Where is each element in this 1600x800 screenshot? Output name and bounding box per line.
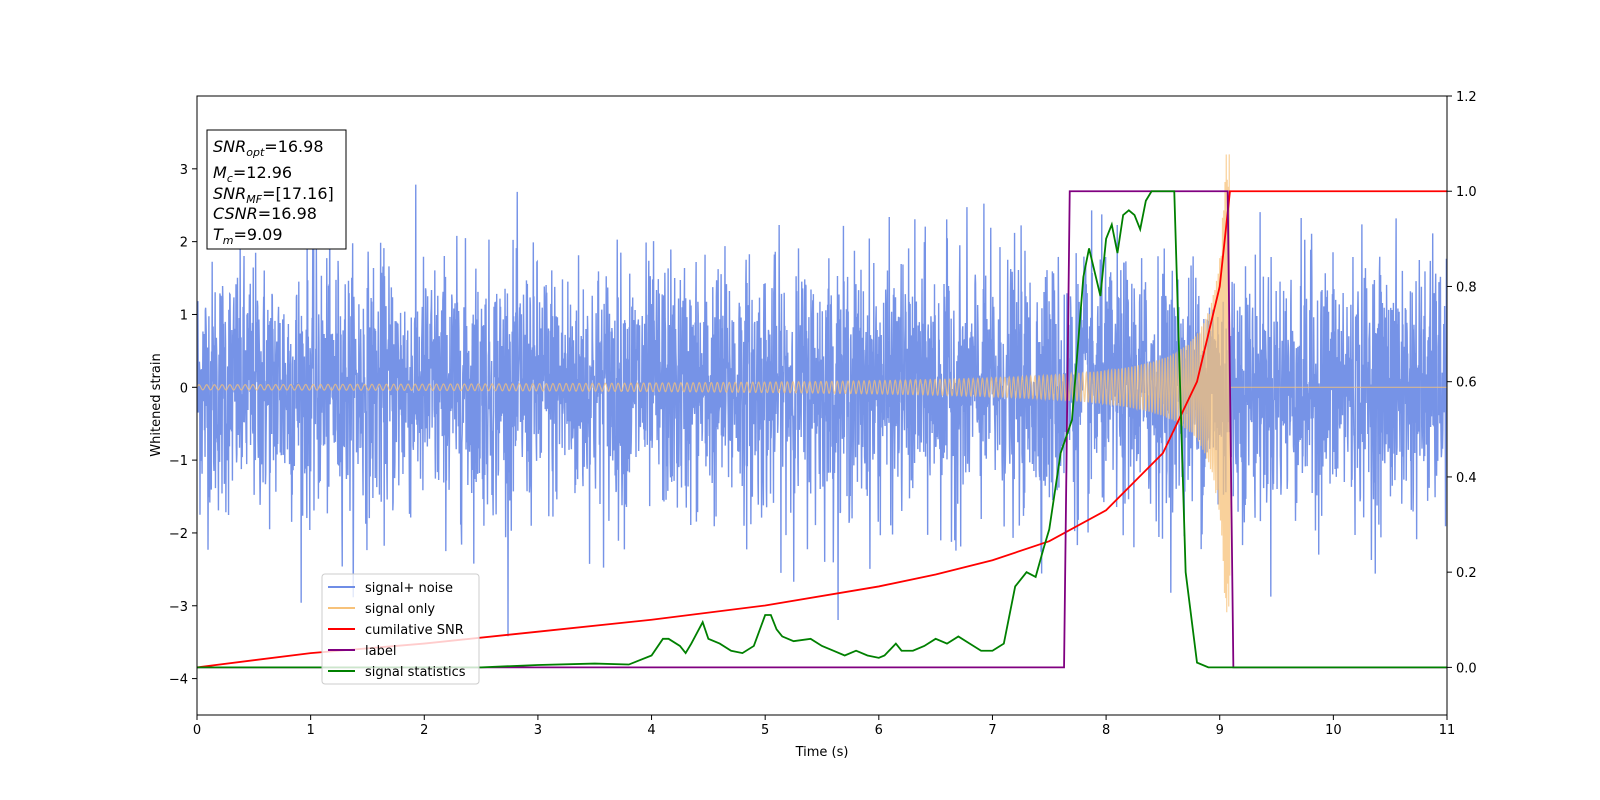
x-tick-label: 5: [761, 723, 769, 738]
info-tm: Tm=9.09: [213, 225, 283, 247]
y-tick-label: 1: [180, 308, 188, 323]
legend-label: cumilative SNR: [365, 623, 464, 638]
info-snr-opt: SNRopt=16.98: [213, 137, 324, 159]
legend-label: signal only: [365, 602, 435, 617]
info-mc: Mc=12.96: [213, 163, 292, 185]
x-tick-label: 0: [193, 723, 201, 738]
legend-label: label: [365, 644, 396, 659]
legend: signal+ noise signal only cumilative SNR la…: [321, 573, 480, 685]
y2-tick-label: 0.6: [1456, 376, 1477, 391]
y2-tick-label: 1.0: [1456, 185, 1477, 200]
legend-label: signal statistics: [365, 665, 466, 680]
x-tick-label: 11: [1439, 723, 1456, 738]
info-box-frame: [206, 129, 347, 250]
y2-tick-label: 0.8: [1456, 280, 1477, 295]
x-tick-label: 10: [1325, 723, 1342, 738]
plot-frame: [196, 95, 1448, 716]
y-tick-label: 2: [180, 236, 188, 251]
y-tick-label: −4: [169, 673, 188, 688]
info-csnr: CSNR=16.98: [213, 204, 317, 223]
y-axis-label: Whitened strain: [149, 353, 164, 456]
series-signal-only-line: [197, 154, 1447, 613]
x-tick-label: 6: [875, 723, 883, 738]
y-tick-label: −1: [169, 454, 188, 469]
info-box: SNRopt=16.98 Mc=12.96 SNRMF=[17.16] CSNR…: [206, 129, 347, 250]
y2-tick-label: 1.2: [1456, 90, 1477, 105]
x-tick-label: 7: [988, 723, 996, 738]
y2-tick-label: 0.2: [1456, 566, 1477, 581]
series-cumilative-snr-line: [197, 190, 1447, 669]
x-axis-label: Time (s): [795, 745, 849, 760]
x-tick-label: 9: [1216, 723, 1224, 738]
x-tick-label: 2: [420, 723, 428, 738]
series-signal-statistics-line: [197, 190, 1447, 669]
legend-label: signal+ noise: [365, 581, 453, 596]
series-signal-noise-line: [197, 184, 1447, 637]
x-tick-label: 4: [647, 723, 655, 738]
y2-tick-label: 0.0: [1456, 661, 1477, 676]
info-snr-mf: SNRMF=[17.16]: [213, 184, 334, 206]
x-tick-label: 8: [1102, 723, 1110, 738]
y-tick-label: −2: [169, 527, 188, 542]
x-tick-label: 1: [306, 723, 314, 738]
y-tick-label: −3: [169, 600, 188, 615]
x-tick-label: 3: [534, 723, 542, 738]
legend-frame: [321, 573, 480, 685]
y2-tick-label: 0.4: [1456, 471, 1477, 486]
y-tick-label: 0: [180, 381, 188, 396]
y-tick-label: 3: [180, 163, 188, 178]
